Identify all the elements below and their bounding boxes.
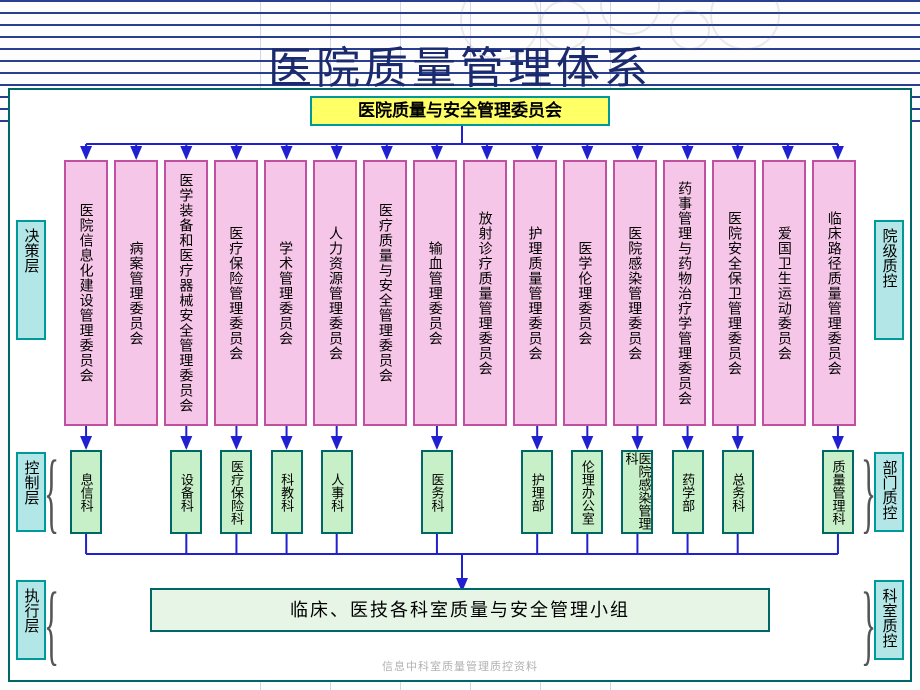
department-box: 医务科 <box>421 450 453 534</box>
committee-box: 病案管理委员会 <box>114 160 158 426</box>
department-label: 医疗保险科 <box>230 460 243 525</box>
department-label: 医院感染管理科 <box>624 452 650 532</box>
department-box: 护理部 <box>521 450 553 534</box>
left-decision-label: 决策层 <box>16 220 46 340</box>
committee-label: 医院感染管理委员会 <box>627 226 642 361</box>
department-box: 质量管理科 <box>822 450 854 534</box>
committee-label: 学术管理委员会 <box>278 241 293 346</box>
right-hospital-label: 院级质控 <box>874 220 904 340</box>
left-execute-label: 执行层 <box>16 580 46 660</box>
committee-label: 人力资源管理委员会 <box>328 226 343 361</box>
left-control-label: 控制层 <box>16 452 46 532</box>
committee-label: 护理质量管理委员会 <box>527 226 542 361</box>
top-committee-box: 医院质量与安全管理委员会 <box>310 96 610 126</box>
committee-box: 医院感染管理委员会 <box>613 160 657 426</box>
brace-right-3: } <box>861 580 876 670</box>
department-box: 科教科 <box>271 450 303 534</box>
committee-label: 药事管理与药物治疗学管理委员会 <box>677 181 692 406</box>
committee-box: 输血管理委员会 <box>413 160 457 426</box>
department-box: 伦理办公室 <box>571 450 603 534</box>
department-label: 总务科 <box>731 473 744 512</box>
department-label: 医务科 <box>430 473 443 512</box>
department-box: 医疗保险科 <box>220 450 252 534</box>
brace-left-2: { <box>44 448 59 538</box>
committee-box: 护理质量管理委员会 <box>513 160 557 426</box>
department-label: 护理部 <box>531 473 544 512</box>
committee-label: 输血管理委员会 <box>427 241 442 346</box>
committee-label: 医学装备和医疗器械安全管理委员会 <box>178 173 193 413</box>
right-dept-label: 部门质控 <box>874 452 904 532</box>
bottom-group-box: 临床、医技各科室质量与安全管理小组 <box>150 588 770 632</box>
committee-label: 爱国卫生运动委员会 <box>776 226 791 361</box>
committee-label: 临床路径质量管理委员会 <box>826 211 841 376</box>
committee-label: 医院安全保卫管理委员会 <box>727 211 742 376</box>
department-box: 总务科 <box>722 450 754 534</box>
committee-label: 放射诊疗质量管理委员会 <box>477 211 492 376</box>
department-label: 人事科 <box>330 473 343 512</box>
brace-right-2: } <box>861 448 876 538</box>
department-box: 医院感染管理科 <box>621 450 653 534</box>
committee-box: 医学伦理委员会 <box>563 160 607 426</box>
committee-box: 药事管理与药物治疗学管理委员会 <box>663 160 707 426</box>
department-label: 设备科 <box>180 473 193 512</box>
committee-label: 医疗保险管理委员会 <box>228 226 243 361</box>
committee-box: 医院信息化建设管理委员会 <box>64 160 108 426</box>
org-chart: 医院质量与安全管理委员会 决策层 控制层 执行层 院级质控 部门质控 科室质控 … <box>8 88 912 682</box>
department-label: 质量管理科 <box>831 460 844 525</box>
page-title: 医院质量管理体系 <box>0 32 920 96</box>
committee-label: 医院信息化建设管理委员会 <box>78 203 93 383</box>
committee-box: 爱国卫生运动委员会 <box>762 160 806 426</box>
committee-box: 医疗质量与安全管理委员会 <box>363 160 407 426</box>
right-room-label: 科室质控 <box>874 580 904 660</box>
committee-box: 放射诊疗质量管理委员会 <box>463 160 507 426</box>
department-label: 药学部 <box>681 473 694 512</box>
department-row: 息信科 设备科 医疗保险科 科教科 人事科 医务科 护理部 伦理办公室 医院感染管理科 药学部 总务… <box>64 450 856 534</box>
department-box: 设备科 <box>170 450 202 534</box>
committee-box: 学术管理委员会 <box>264 160 308 426</box>
department-label: 息信科 <box>80 473 93 512</box>
committee-box: 人力资源管理委员会 <box>313 160 357 426</box>
department-label: 科教科 <box>280 473 293 512</box>
department-box: 息信科 <box>70 450 102 534</box>
department-label: 伦理办公室 <box>581 460 594 525</box>
committee-label: 医学伦理委员会 <box>577 241 592 346</box>
department-box: 药学部 <box>672 450 704 534</box>
committee-label: 病案管理委员会 <box>128 241 143 346</box>
committee-label: 医疗质量与安全管理委员会 <box>377 203 392 383</box>
committee-row: 医院信息化建设管理委员会 病案管理委员会 医学装备和医疗器械安全管理委员会 医疗保险管… <box>64 160 856 426</box>
footer-text: 信息中科室质量管理质控资料 <box>10 658 910 674</box>
committee-box: 医院安全保卫管理委员会 <box>712 160 756 426</box>
committee-box: 医学装备和医疗器械安全管理委员会 <box>164 160 208 426</box>
brace-left-3: { <box>44 580 59 670</box>
committee-box: 临床路径质量管理委员会 <box>812 160 856 426</box>
department-box: 人事科 <box>321 450 353 534</box>
committee-box: 医疗保险管理委员会 <box>214 160 258 426</box>
